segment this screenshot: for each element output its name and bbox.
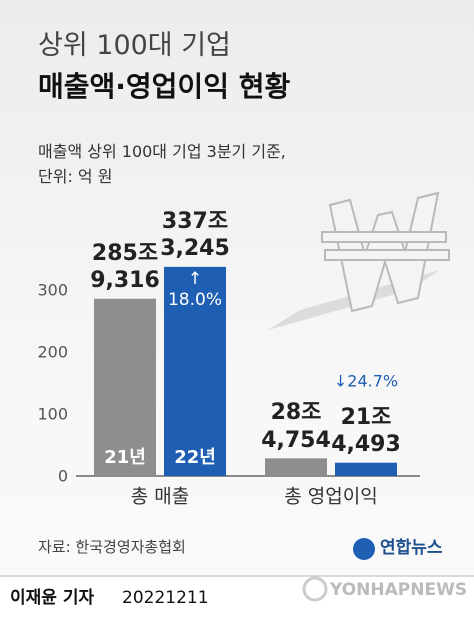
value-label: 21조 4,493 (331, 404, 401, 458)
bar (94, 298, 156, 476)
bar (335, 462, 397, 476)
value-label: 337조 3,245 (160, 208, 230, 262)
subtitle: 매출액·영업이익 현황 (38, 70, 291, 103)
value-label: 285조 9,316 (90, 240, 160, 294)
bar (265, 458, 327, 476)
note: 매출액 상위 100대 기업 3분기 기준, 단위: 억 원 (38, 142, 286, 186)
won-icon (268, 191, 450, 330)
watermark: YONHAPNEWS (330, 580, 468, 600)
value-label: 28조 4,754 (261, 400, 331, 453)
watermark-icon (302, 576, 328, 602)
y-tick-label: 200 (37, 342, 68, 362)
y-tick-label: 100 (37, 404, 68, 424)
series-label: 21년 (104, 447, 146, 469)
logo-icon (353, 538, 375, 560)
annotation: ↓24.7% (333, 371, 399, 391)
reporter: 이재윤 기자 (10, 588, 95, 608)
y-tick-label: 300 (37, 280, 68, 300)
annotation: ↑ 18.0% (167, 268, 223, 310)
footer-bg (0, 577, 474, 617)
series-label: 22년 (174, 447, 216, 469)
x-tick-label: 총 매출 (130, 485, 190, 508)
source: 자료: 한국경영자총협회 (38, 538, 186, 556)
y-tick-label: 0 (57, 466, 68, 486)
x-tick-label: 총 영업이익 (284, 485, 378, 508)
logo: 연합뉴스 (380, 538, 443, 558)
date: 20221211 (122, 588, 209, 608)
bar (164, 266, 226, 476)
title: 상위 100대 기업 (38, 30, 231, 61)
